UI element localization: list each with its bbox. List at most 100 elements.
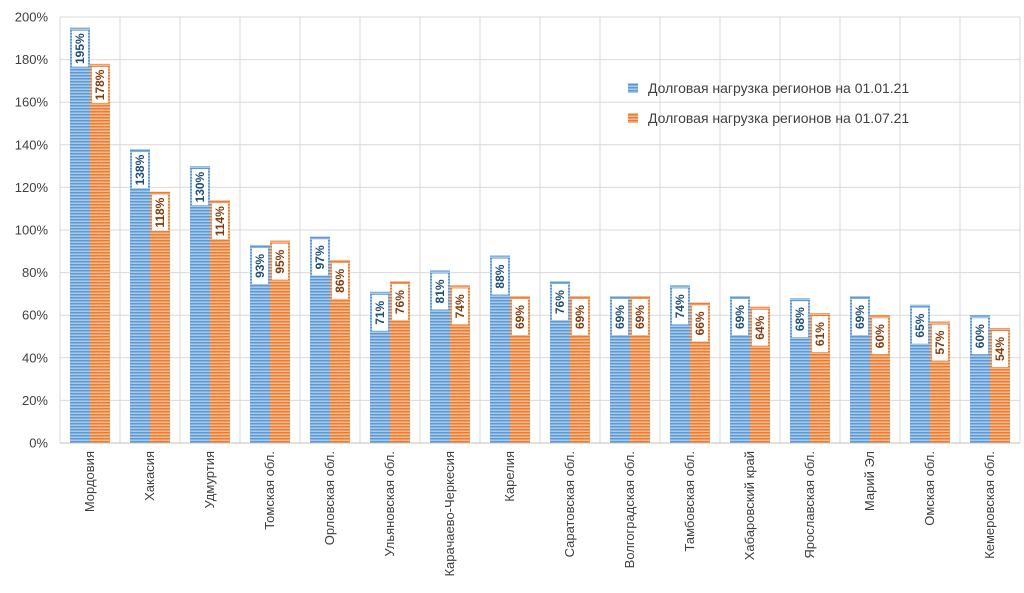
data-label: 118% (153, 197, 167, 227)
data-label: 76% (553, 290, 567, 314)
data-label-background (252, 247, 268, 284)
x-axis: Мордовия Хакасия Удмуртия Томская обл. Орлов… (60, 442, 1020, 577)
data-label-background (192, 169, 208, 206)
x-category-label: Ульяновская обл. (382, 451, 397, 557)
data-label: 66% (693, 311, 707, 335)
data-label-background (632, 299, 648, 336)
data-label-background (932, 324, 948, 361)
data-label: 69% (613, 305, 627, 329)
data-label: 195% (73, 33, 87, 64)
data-label-background (72, 30, 88, 67)
x-category-label: Кемеровская обл. (982, 451, 997, 559)
data-label: 74% (673, 294, 687, 318)
data-label-background (732, 299, 748, 336)
data-label: 69% (633, 305, 647, 329)
data-label: 86% (333, 268, 347, 292)
data-label: 81% (433, 279, 447, 303)
y-tick-label: 180% (15, 52, 49, 67)
x-category-label: Карелия (502, 451, 517, 502)
data-label: 54% (993, 337, 1007, 361)
data-label: 57% (933, 330, 947, 354)
bar-series-2 (210, 200, 230, 443)
data-label: 138% (133, 154, 147, 185)
data-label-background (392, 284, 408, 321)
data-label-background (912, 307, 928, 344)
data-label-background (312, 239, 328, 276)
bar-series-2 (270, 240, 290, 443)
data-label-background (492, 258, 508, 295)
bar-series-1 (250, 244, 270, 443)
legend: Долговая нагрузка регионов на 01.01.21 До… (628, 80, 909, 126)
legend-label: Долговая нагрузка регионов на 01.01.21 (648, 80, 909, 96)
data-label-background (132, 152, 148, 189)
y-tick-label: 120% (15, 180, 49, 195)
legend-swatch (628, 113, 638, 123)
bar-series-1 (70, 27, 90, 444)
y-tick-label: 100% (15, 223, 49, 238)
bar-series-1 (130, 149, 150, 443)
data-label: 69% (513, 305, 527, 329)
y-tick-label: 80% (22, 265, 48, 280)
data-label: 95% (273, 249, 287, 273)
x-category-label: Тамбовская обл. (682, 451, 697, 551)
data-label: 97% (313, 245, 327, 269)
data-label-background (992, 330, 1008, 367)
data-label-background (572, 299, 588, 336)
data-label-background (612, 299, 628, 336)
y-tick-label: 40% (22, 350, 48, 365)
bar-series-2 (330, 259, 350, 443)
y-tick-label: 160% (15, 95, 49, 110)
bar-series-2 (390, 281, 410, 443)
data-label-background (332, 262, 348, 299)
bar-series-2 (450, 285, 470, 443)
data-label: 64% (753, 315, 767, 339)
x-category-label: Хабаровский край (742, 451, 757, 560)
x-category-label: Волгоградская обл. (622, 451, 637, 568)
data-label: 69% (573, 305, 587, 329)
y-tick-label: 0% (29, 436, 48, 451)
data-label: 74% (453, 294, 467, 318)
data-label-background (212, 203, 228, 240)
data-label: 69% (733, 305, 747, 329)
x-category-label: Орловская обл. (322, 451, 337, 545)
data-label-background (152, 194, 168, 231)
x-category-label: Томская обл. (262, 451, 277, 530)
data-label-background (432, 273, 448, 310)
data-label-background (372, 294, 388, 331)
bars: 195% 178% 138% 118% 130% 114% 93% 95% 97% 86% 71% 7… (70, 27, 1010, 444)
data-label: 178% (93, 69, 107, 100)
data-label-background (672, 288, 688, 325)
bar-series-1 (550, 281, 570, 443)
x-category-label: Саратовская обл. (562, 451, 577, 557)
data-label-background (972, 318, 988, 355)
data-label-background (452, 288, 468, 325)
data-label-background (792, 301, 808, 338)
data-label-background (512, 299, 528, 336)
data-label-background (852, 299, 868, 336)
data-label-background (872, 318, 888, 355)
x-category-label: Карачаево-Черкесия (442, 451, 457, 577)
y-axis: 0% 20% 40% 60% 80% 100% 120% 140% 160% 180% 200% (15, 10, 49, 451)
legend-label: Долговая нагрузка регионов на 01.07.21 (648, 110, 909, 126)
data-label: 76% (393, 290, 407, 314)
x-category-label: Ярославская обл. (802, 451, 817, 559)
bar-series-1 (310, 236, 330, 443)
data-label-background (552, 284, 568, 321)
data-label: 130% (193, 171, 207, 202)
data-label: 88% (493, 264, 507, 288)
data-label: 114% (213, 206, 227, 236)
data-label: 60% (873, 324, 887, 348)
data-label-background (272, 243, 288, 280)
data-label: 69% (853, 305, 867, 329)
data-label: 61% (813, 322, 827, 346)
bar-series-1 (490, 255, 510, 443)
data-label-background (92, 66, 108, 103)
x-category-label: Хакасия (142, 451, 157, 501)
y-tick-label: 200% (15, 10, 49, 25)
legend-swatch (628, 83, 638, 93)
data-label: 60% (973, 324, 987, 348)
x-category-label: Удмуртия (202, 451, 217, 508)
data-label-background (692, 305, 708, 342)
y-tick-label: 60% (22, 308, 48, 323)
